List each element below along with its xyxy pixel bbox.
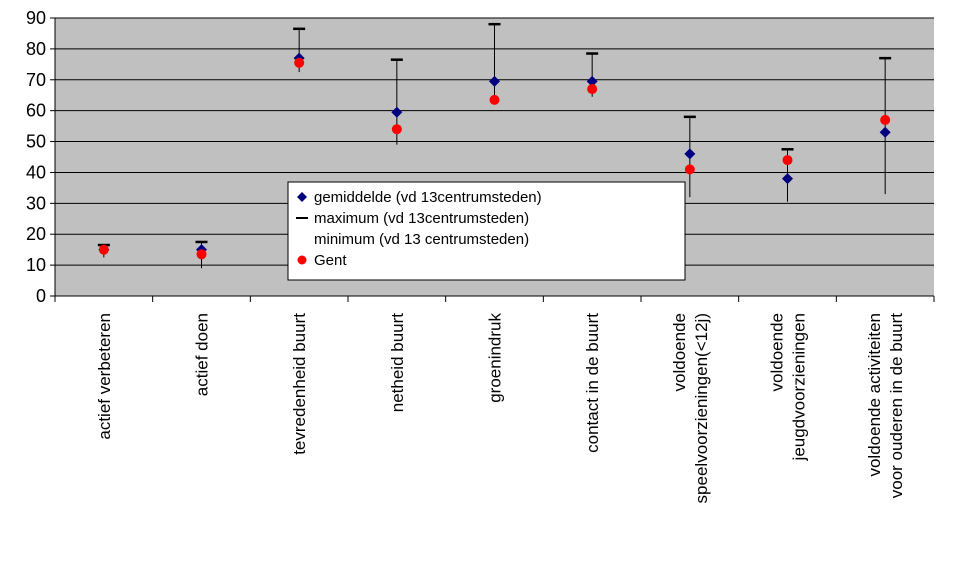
category-label: actief doen	[193, 313, 212, 396]
category-label: actief verbeteren	[95, 313, 114, 440]
y-tick-label: 20	[26, 224, 46, 244]
y-tick-label: 40	[26, 162, 46, 182]
y-tick-label: 90	[26, 8, 46, 28]
legend-label: Gent	[314, 252, 347, 269]
category-label: tevredenheid buurt	[290, 313, 309, 455]
category-label: jeugdvoorzieningen	[790, 313, 809, 461]
average-marker	[879, 126, 891, 138]
y-tick-label: 30	[26, 193, 46, 213]
average-marker	[489, 75, 500, 87]
y-tick-label: 70	[26, 70, 46, 90]
legend-box	[287, 181, 686, 281]
y-axis-ticks: 0 10 20 30 40 50 60 70 80 90	[26, 8, 55, 306]
legend-circle-icon	[297, 255, 307, 265]
category-label: voldoende activiteiten	[865, 313, 884, 477]
gent-marker	[294, 57, 305, 68]
category-label: contact in de buurt	[583, 313, 602, 453]
gent-marker	[489, 94, 500, 105]
y-tick-label: 80	[26, 39, 46, 59]
gent-marker	[684, 164, 695, 175]
legend-label: maximum (vd 13centrumsteden)	[314, 210, 529, 227]
category-label: netheid buurt	[388, 313, 407, 413]
legend-diamond-icon	[297, 192, 307, 202]
x-axis-categories: actief verbeteren actief doen tevredenheid…	[95, 313, 906, 504]
legend-label: gemiddelde (vd 13centrumsteden)	[314, 189, 542, 206]
y-tick-label: 60	[26, 101, 46, 121]
category-label: speelvoorzieningen(<12j)	[692, 313, 711, 503]
y-tick-label: 50	[26, 132, 46, 152]
category-label: groenindruk	[486, 313, 505, 403]
legend-label: minimum (vd 13 centrumsteden)	[314, 231, 529, 248]
y-tick-label: 0	[36, 286, 46, 306]
gent-marker	[196, 249, 207, 260]
gent-marker	[391, 124, 402, 135]
gent-marker	[587, 84, 598, 95]
category-label: voldoende	[768, 313, 787, 391]
category-label: voor ouderen in de buurt	[887, 313, 906, 499]
gent-marker	[98, 244, 109, 255]
axes	[54, 18, 935, 302]
y-tick-label: 10	[26, 255, 46, 275]
average-marker	[782, 173, 793, 185]
gent-marker	[880, 114, 891, 125]
average-marker	[391, 106, 403, 118]
legend: gemiddelde (vd 13centrumsteden) maximum (…	[287, 181, 686, 281]
category-label: voldoende	[670, 313, 689, 391]
gent-marker	[782, 155, 793, 166]
data-markers	[98, 52, 891, 260]
average-marker	[586, 75, 598, 87]
average-marker	[684, 148, 696, 160]
